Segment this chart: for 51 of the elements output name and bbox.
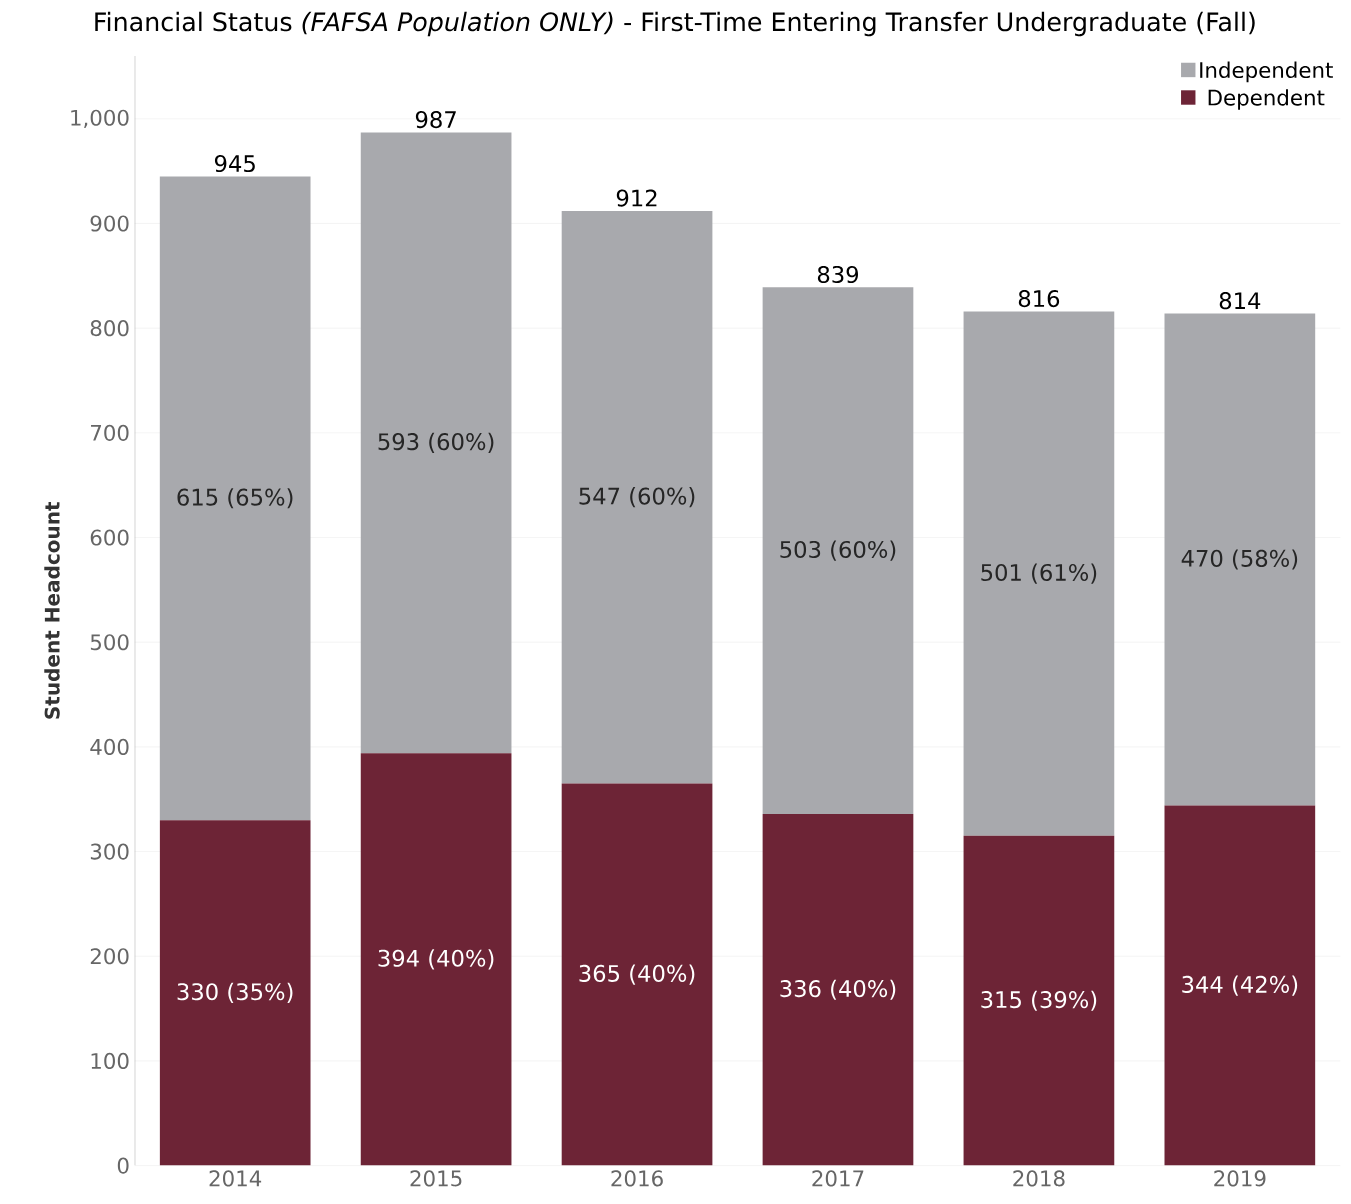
y-tick-label: 100 — [91, 1052, 129, 1069]
x-tick-label: 2014 — [209, 1170, 262, 1187]
data-label: 365 (40%) — [579, 964, 695, 985]
data-label: 547 (60%) — [579, 486, 695, 508]
legend-label: Independent — [1200, 61, 1333, 83]
total-label: 912 — [616, 189, 657, 207]
y-tick-label: 200 — [90, 948, 129, 965]
total-label: 814 — [1219, 291, 1261, 310]
x-tick-label: 2017 — [812, 1170, 864, 1187]
data-label: 394 (40%) — [378, 949, 494, 970]
y-tick-label: 900 — [90, 215, 129, 232]
total-label: 945 — [214, 154, 255, 172]
total-label: 816 — [1018, 289, 1060, 308]
total-label: 839 — [817, 265, 859, 283]
y-tick-label: 300 — [90, 843, 129, 860]
y-tick-label: 500 — [90, 634, 129, 651]
bar — [360, 753, 512, 1166]
y-tick-label: 1,000 — [71, 109, 129, 128]
data-label: 336 (40%) — [780, 979, 896, 1000]
data-label: 593 (60%) — [378, 432, 494, 453]
bar — [762, 287, 914, 814]
total-label: 987 — [415, 110, 456, 129]
y-tick-label: 800 — [90, 319, 129, 337]
x-tick-label: 2019 — [1214, 1170, 1266, 1187]
bar — [1164, 313, 1316, 806]
data-label: 470 (58%) — [1181, 549, 1298, 570]
y-axis-title: Student Headcount — [44, 501, 60, 719]
data-label: 330 (35%) — [177, 982, 293, 1003]
bar — [159, 176, 311, 821]
x-tick-label: 2016 — [611, 1170, 663, 1187]
x-tick-label: 2015 — [410, 1170, 462, 1187]
bar — [561, 783, 713, 1166]
bar — [561, 210, 713, 784]
data-label: 501 (61%) — [981, 563, 1097, 584]
y-tick-label: 600 — [90, 529, 129, 546]
data-label: 315 (39%) — [981, 990, 1097, 1011]
bar — [963, 835, 1115, 1166]
legend-label: Dependent — [1208, 89, 1325, 110]
y-tick-label: 400 — [90, 738, 129, 755]
bar — [963, 311, 1115, 836]
bar — [1164, 805, 1316, 1166]
y-tick-label: 0 — [117, 1157, 129, 1174]
bar — [159, 820, 311, 1166]
x-tick-label: 2018 — [1013, 1170, 1065, 1187]
y-tick-label: 700 — [91, 424, 129, 441]
bar — [360, 132, 512, 754]
bar — [762, 813, 914, 1166]
data-label: 615 (65%) — [177, 488, 293, 509]
data-label: 344 (42%) — [1182, 975, 1298, 996]
data-label: 503 (60%) — [780, 540, 896, 561]
chart-title: Financial Status (FAFSA Population ONLY) - First-Time Entering Transfer Undergraduate (Fall) — [95, 11, 1255, 37]
